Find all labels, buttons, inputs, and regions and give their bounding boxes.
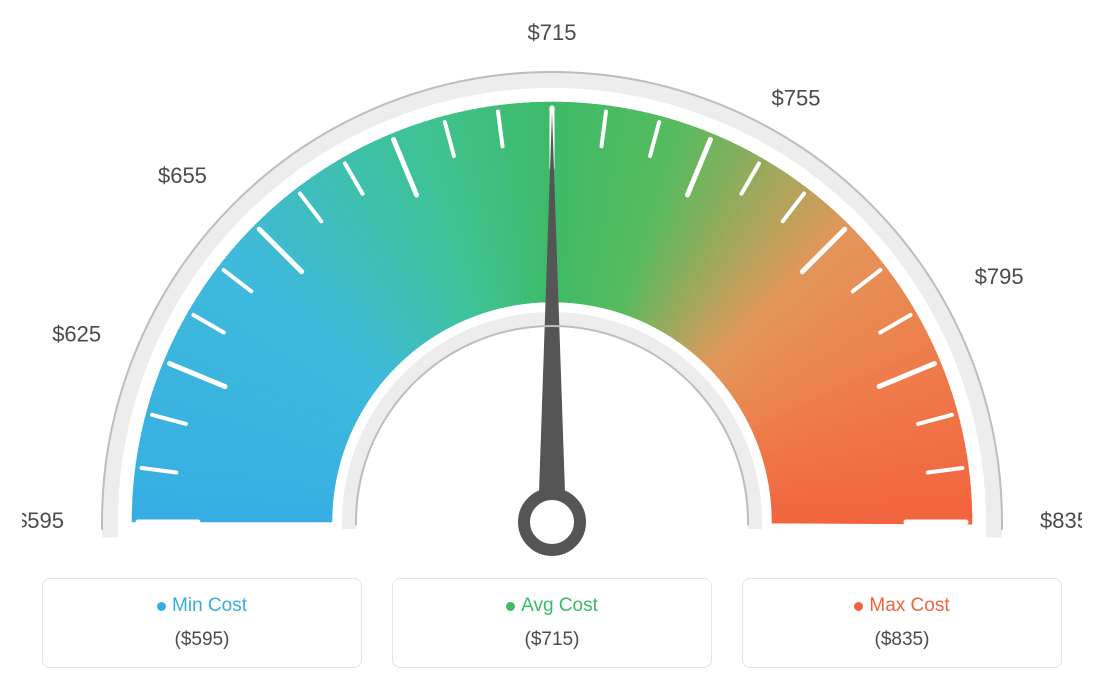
gauge-tick-label: $755	[772, 85, 821, 110]
gauge-tick-label: $595	[22, 508, 64, 533]
legend-title: Min Cost	[157, 595, 247, 617]
gauge-tick-label: $625	[52, 321, 101, 346]
gauge-tick-label: $835	[1040, 508, 1082, 533]
legend-title: Max Cost	[854, 595, 949, 617]
legend-label: Avg Cost	[521, 595, 598, 617]
gauge-tick-label: $795	[975, 264, 1024, 289]
legend-card: Avg Cost ($715)	[392, 578, 712, 668]
legend-card: Max Cost ($835)	[742, 578, 1062, 668]
legend-label: Max Cost	[869, 595, 949, 617]
legend-value: ($835)	[753, 629, 1051, 651]
legend-card: Min Cost ($595)	[42, 578, 362, 668]
gauge-needle-hub	[524, 494, 580, 550]
legend-title: Avg Cost	[506, 595, 598, 617]
legend-dot-icon	[506, 602, 515, 611]
gauge-chart: $595 $625 $655 $715 $755 $795 $835	[0, 0, 1104, 560]
gauge-tick-label: $655	[158, 163, 207, 188]
legend-row: Min Cost ($595) Avg Cost ($715) Max Cost ($83…	[0, 578, 1104, 668]
legend-dot-icon	[157, 602, 166, 611]
legend-label: Min Cost	[172, 595, 247, 617]
legend-value: ($715)	[403, 629, 701, 651]
legend-value: ($595)	[53, 629, 351, 651]
legend-dot-icon	[854, 602, 863, 611]
gauge-svg: $595 $625 $655 $715 $755 $795 $835	[22, 12, 1082, 572]
gauge-tick-label: $715	[528, 20, 577, 45]
